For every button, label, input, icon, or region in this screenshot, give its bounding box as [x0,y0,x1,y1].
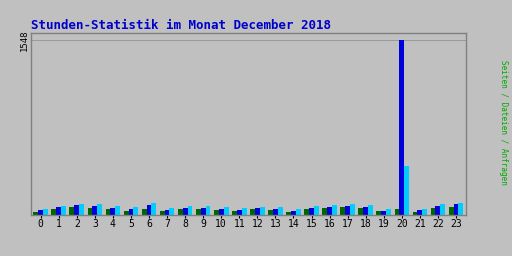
Bar [92,206,97,215]
Bar [458,202,463,215]
Bar [111,208,115,215]
Bar [417,210,422,215]
Bar [309,208,314,215]
Bar [422,209,427,215]
Bar [152,203,156,215]
Text: Seiten / Dateien / Anfragen: Seiten / Dateien / Anfragen [499,60,508,185]
Bar [363,207,368,215]
Bar [169,208,175,215]
Bar [219,209,224,215]
Bar [56,207,61,215]
Bar [242,208,247,215]
Bar [358,208,363,215]
Bar [38,210,43,215]
Bar [440,204,445,215]
Bar [201,208,206,215]
Bar [381,210,386,215]
Bar [431,208,436,215]
Bar [232,211,237,215]
Bar [399,40,404,215]
Bar [376,211,381,215]
Bar [224,207,228,215]
Bar [97,204,102,215]
Bar [129,209,134,215]
Bar [278,207,283,215]
Bar [178,209,183,215]
Bar [214,210,219,215]
Bar [296,209,301,215]
Bar [183,208,187,215]
Bar [33,212,38,215]
Bar [291,210,296,215]
Bar [187,206,193,215]
Bar [237,210,242,215]
Bar [322,208,327,215]
Bar [115,206,120,215]
Bar [61,206,66,215]
Bar [142,209,146,215]
Bar [386,209,391,215]
Bar [51,209,56,215]
Bar [196,209,201,215]
Bar [395,209,399,215]
Bar [255,208,260,215]
Bar [454,204,458,215]
Bar [165,210,169,215]
Bar [449,207,454,215]
Bar [206,206,210,215]
Text: Stunden-Statistik im Monat December 2018: Stunden-Statistik im Monat December 2018 [31,19,331,32]
Bar [436,206,440,215]
Bar [368,205,373,215]
Bar [268,210,273,215]
Bar [146,205,152,215]
Bar [413,212,417,215]
Bar [273,209,278,215]
Bar [327,207,332,215]
Bar [260,207,265,215]
Bar [134,207,138,215]
Bar [74,205,79,215]
Bar [105,209,111,215]
Bar [340,207,345,215]
Bar [304,209,309,215]
Bar [314,206,319,215]
Bar [404,166,409,215]
Bar [350,204,355,215]
Bar [70,207,74,215]
Bar [345,206,350,215]
Bar [286,212,291,215]
Bar [79,204,84,215]
Bar [43,209,48,215]
Bar [160,211,165,215]
Bar [123,210,129,215]
Bar [250,209,255,215]
Bar [332,205,337,215]
Bar [88,208,92,215]
